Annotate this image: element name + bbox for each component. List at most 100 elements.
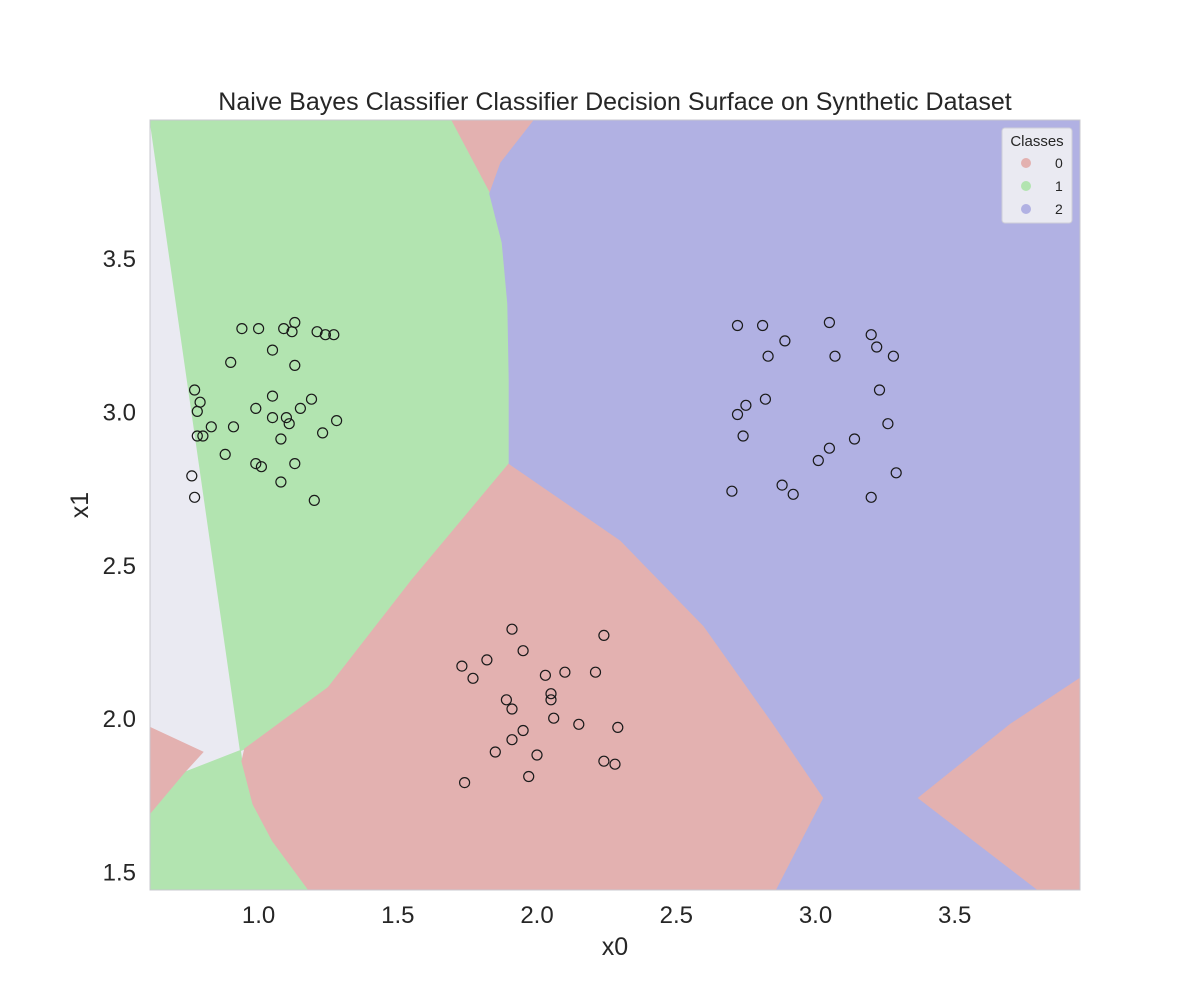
- x-tick-label: 1.5: [381, 902, 414, 929]
- data-point-class-1: [250, 402, 262, 414]
- data-point-class-0: [548, 712, 560, 724]
- x-tick-label: 2.5: [660, 902, 693, 929]
- data-point-class-1: [225, 356, 237, 368]
- data-point-class-0: [459, 776, 471, 789]
- data-point-class-0: [598, 629, 610, 642]
- data-point-class-1: [319, 329, 331, 341]
- data-point-class-2: [779, 335, 791, 347]
- data-point-class-1: [205, 421, 217, 433]
- legend-label-class-1: 1: [1055, 178, 1063, 194]
- y-tick-label: 3.0: [103, 399, 136, 426]
- data-point-class-2: [887, 350, 900, 362]
- y-axis-label: x1: [66, 492, 94, 518]
- data-point-class-2: [848, 433, 861, 445]
- y-tick-label: 3.5: [103, 246, 136, 273]
- y-tick-label: 1.5: [103, 860, 136, 887]
- data-point-class-1: [328, 329, 340, 341]
- data-point-class-1: [250, 458, 262, 470]
- x-tick-label: 3.5: [938, 902, 971, 929]
- data-point-class-1: [266, 390, 279, 402]
- data-point-class-0: [481, 654, 493, 666]
- data-point-class-2: [776, 479, 788, 491]
- data-point-class-2: [762, 350, 774, 362]
- data-point-class-1: [308, 494, 320, 506]
- legend-label-class-2: 2: [1055, 201, 1063, 217]
- legend-marker-class-1: [1021, 181, 1031, 191]
- data-point-class-2: [829, 350, 841, 362]
- data-point-class-1: [331, 415, 343, 427]
- x-axis-label: x0: [602, 933, 628, 961]
- data-point-class-2: [812, 454, 824, 467]
- data-point-class-2: [737, 430, 749, 442]
- chart-title: Naive Bayes Classifier Classifier Decisi…: [218, 88, 1011, 116]
- y-axis-ticks: 1.5 2.0 2.5 3.0 3.5: [103, 246, 136, 887]
- data-point-class-0: [467, 672, 479, 684]
- y-tick-label: 2.5: [103, 553, 136, 580]
- legend: Classes 0 1 2: [1001, 127, 1073, 224]
- y-tick-label: 2.0: [103, 706, 136, 733]
- legend-marker-class-0: [1021, 158, 1031, 168]
- legend-box: [1001, 127, 1073, 224]
- x-tick-label: 3.0: [799, 902, 832, 929]
- legend-label-class-0: 0: [1055, 155, 1063, 171]
- data-point-class-0: [589, 666, 602, 678]
- data-point-class-2: [873, 384, 886, 396]
- data-point-class-1: [189, 491, 201, 503]
- data-point-class-0: [506, 623, 518, 635]
- data-point-class-1: [197, 430, 209, 442]
- legend-title: Classes: [1010, 133, 1063, 150]
- data-point-class-1: [236, 323, 248, 335]
- data-point-class-0: [609, 758, 621, 770]
- data-point-class-1: [286, 326, 298, 338]
- data-point-class-1: [253, 323, 265, 335]
- data-point-class-0: [545, 694, 557, 706]
- data-point-class-1: [289, 359, 301, 371]
- data-point-class-0: [506, 734, 518, 746]
- plot-area: [149, 119, 1081, 891]
- data-point-class-0: [489, 746, 501, 758]
- data-point-class-0: [523, 770, 535, 783]
- data-point-class-2: [731, 319, 744, 332]
- data-point-class-0: [500, 694, 512, 706]
- data-point-class-1: [289, 458, 301, 470]
- data-point-class-2: [865, 329, 877, 341]
- x-tick-label: 1.0: [242, 902, 275, 929]
- legend-marker-class-2: [1021, 204, 1031, 214]
- decision-regions: [149, 119, 1081, 891]
- data-point-class-0: [456, 660, 468, 672]
- data-point-class-0: [531, 749, 543, 761]
- data-point-class-1: [266, 344, 279, 356]
- data-point-class-1: [305, 393, 318, 405]
- data-point-class-0: [573, 718, 585, 730]
- data-point-class-0: [506, 703, 518, 715]
- data-point-class-1: [294, 402, 306, 414]
- data-point-class-0: [517, 645, 529, 657]
- legend-entries: 0 1 2: [1021, 155, 1063, 217]
- data-point-class-1: [191, 430, 203, 442]
- data-point-class-1: [266, 412, 279, 424]
- data-point-class-2: [890, 467, 902, 479]
- data-point-class-2: [823, 316, 836, 329]
- data-point-class-0: [559, 666, 571, 678]
- data-point-class-0: [612, 721, 624, 734]
- data-point-class-0: [517, 724, 529, 737]
- data-point-class-2: [882, 418, 894, 430]
- data-point-class-1: [189, 384, 201, 396]
- data-point-class-2: [759, 393, 772, 405]
- data-point-class-1: [191, 405, 203, 417]
- data-point-class-1: [255, 461, 267, 473]
- data-point-class-2: [740, 399, 752, 411]
- data-points: [186, 316, 902, 789]
- data-point-class-1: [280, 412, 292, 424]
- x-axis-ticks: 1.0 1.5 2.0 2.5 3.0 3.5: [242, 902, 971, 929]
- data-point-class-1: [283, 418, 295, 430]
- data-point-class-0: [539, 669, 552, 681]
- data-point-class-1: [317, 427, 329, 439]
- data-point-class-2: [823, 442, 836, 454]
- data-point-class-0: [598, 755, 610, 767]
- data-point-class-1: [219, 448, 231, 460]
- data-point-class-1: [227, 421, 240, 433]
- data-point-class-2: [756, 319, 769, 332]
- data-point-class-1: [275, 433, 287, 445]
